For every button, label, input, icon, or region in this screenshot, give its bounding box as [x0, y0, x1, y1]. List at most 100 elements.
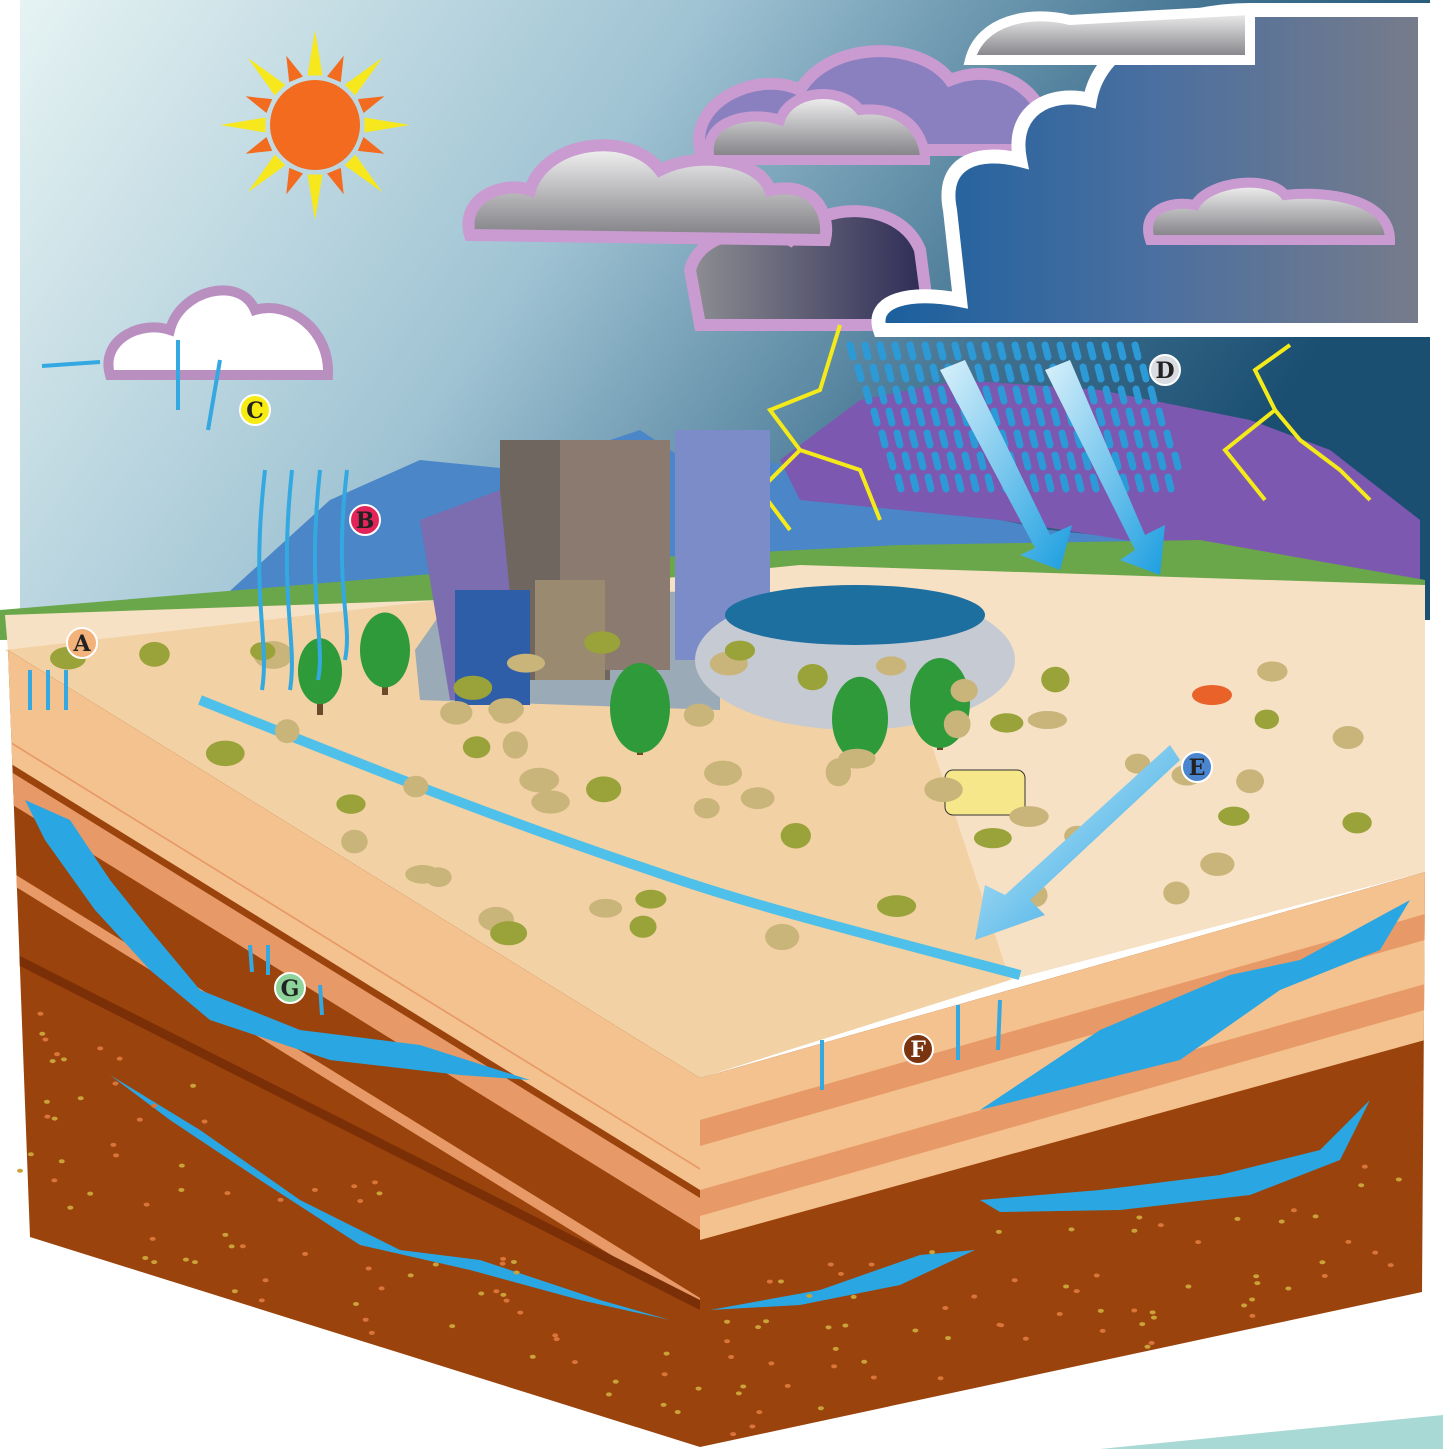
grain — [357, 1198, 364, 1203]
grain — [239, 1244, 246, 1249]
shrub — [693, 798, 720, 819]
rain-drop — [846, 341, 857, 361]
grain — [500, 1256, 507, 1261]
shrub — [341, 829, 368, 854]
tree — [360, 612, 410, 688]
grain — [605, 1392, 612, 1397]
grain — [724, 1319, 731, 1324]
rain-drop — [951, 341, 962, 361]
grain — [1290, 1208, 1297, 1213]
shrub — [704, 760, 743, 786]
flow-arrows — [28, 340, 1002, 1090]
grain — [827, 1262, 834, 1267]
shrub — [990, 713, 1024, 733]
rain-drop — [1013, 429, 1024, 449]
shrub — [635, 889, 667, 909]
grain — [832, 1346, 839, 1351]
rain-drop — [974, 363, 985, 383]
rain-drop — [1095, 407, 1106, 427]
rain-drop — [1089, 473, 1100, 493]
trees — [50, 612, 1372, 951]
rain-drop — [1125, 407, 1136, 427]
grain — [995, 1229, 1002, 1234]
grain — [182, 1257, 189, 1262]
rain-drop — [982, 385, 993, 405]
grain — [517, 1310, 524, 1315]
grain — [1148, 1340, 1155, 1345]
rain-drop — [1163, 429, 1174, 449]
grain — [755, 1325, 762, 1330]
shrub — [838, 748, 876, 769]
rain-drop — [1074, 473, 1085, 493]
rain-drop — [885, 407, 896, 427]
grain — [1387, 1263, 1394, 1268]
rain-drop — [1050, 407, 1061, 427]
rain-drop — [1119, 473, 1130, 493]
grain — [116, 1056, 123, 1061]
marker-label: E — [1189, 755, 1206, 781]
sun-ray — [357, 137, 385, 154]
shrub — [1009, 806, 1049, 827]
rain-drop — [1147, 385, 1158, 405]
rain-drop — [884, 363, 895, 383]
shrub — [403, 775, 429, 798]
grain — [42, 1037, 49, 1042]
rain-drop — [989, 363, 1000, 383]
rain-drop — [1101, 341, 1112, 361]
grain — [142, 1255, 149, 1260]
grain — [1073, 1289, 1080, 1294]
grain — [112, 1081, 119, 1086]
sun-ray — [357, 96, 385, 113]
grain — [1358, 1183, 1365, 1188]
rain-drop — [1103, 429, 1114, 449]
grain — [724, 1339, 731, 1344]
rain-drop — [1028, 429, 1039, 449]
rain-drop — [1131, 341, 1142, 361]
sun-ray — [307, 30, 323, 76]
rain-drop — [990, 407, 1001, 427]
river — [198, 695, 1022, 980]
grain — [39, 1031, 46, 1036]
rain-drop — [929, 363, 940, 383]
grain — [54, 1052, 61, 1057]
grain — [449, 1324, 456, 1329]
rain-drop — [861, 341, 872, 361]
rain-drop — [876, 341, 887, 361]
rain-drop — [1044, 473, 1055, 493]
grain — [1361, 1164, 1368, 1169]
shrub — [506, 653, 546, 673]
sun-ray — [364, 117, 410, 133]
grain — [1312, 1214, 1319, 1219]
grain — [499, 1261, 506, 1266]
marker-g: G — [274, 972, 306, 1004]
grain — [529, 1354, 536, 1359]
rain-drop — [1059, 473, 1070, 493]
rain-drop — [893, 429, 904, 449]
shrub — [440, 700, 473, 725]
grain — [660, 1402, 667, 1407]
grain — [1139, 1322, 1146, 1327]
rain-drop — [923, 429, 934, 449]
grain — [376, 1191, 383, 1196]
grain — [777, 1279, 784, 1284]
rain-drop — [891, 341, 902, 361]
shrub — [877, 895, 917, 917]
rain-drop — [877, 385, 888, 405]
rain-drop — [922, 385, 933, 405]
grain — [749, 1424, 756, 1429]
grain — [756, 1410, 763, 1415]
rain-drop — [984, 473, 995, 493]
grain — [67, 1205, 74, 1210]
grain — [674, 1410, 681, 1415]
sun-ray — [344, 154, 383, 193]
shrub — [724, 640, 756, 661]
rain-drop — [870, 407, 881, 427]
grain — [817, 1406, 824, 1411]
grain — [136, 1117, 143, 1122]
grain — [353, 1301, 360, 1306]
rain-drop — [1012, 385, 1023, 405]
grain — [1345, 1239, 1352, 1244]
grain — [510, 1259, 517, 1264]
shrub — [950, 678, 978, 703]
rain-drop — [1164, 473, 1175, 493]
